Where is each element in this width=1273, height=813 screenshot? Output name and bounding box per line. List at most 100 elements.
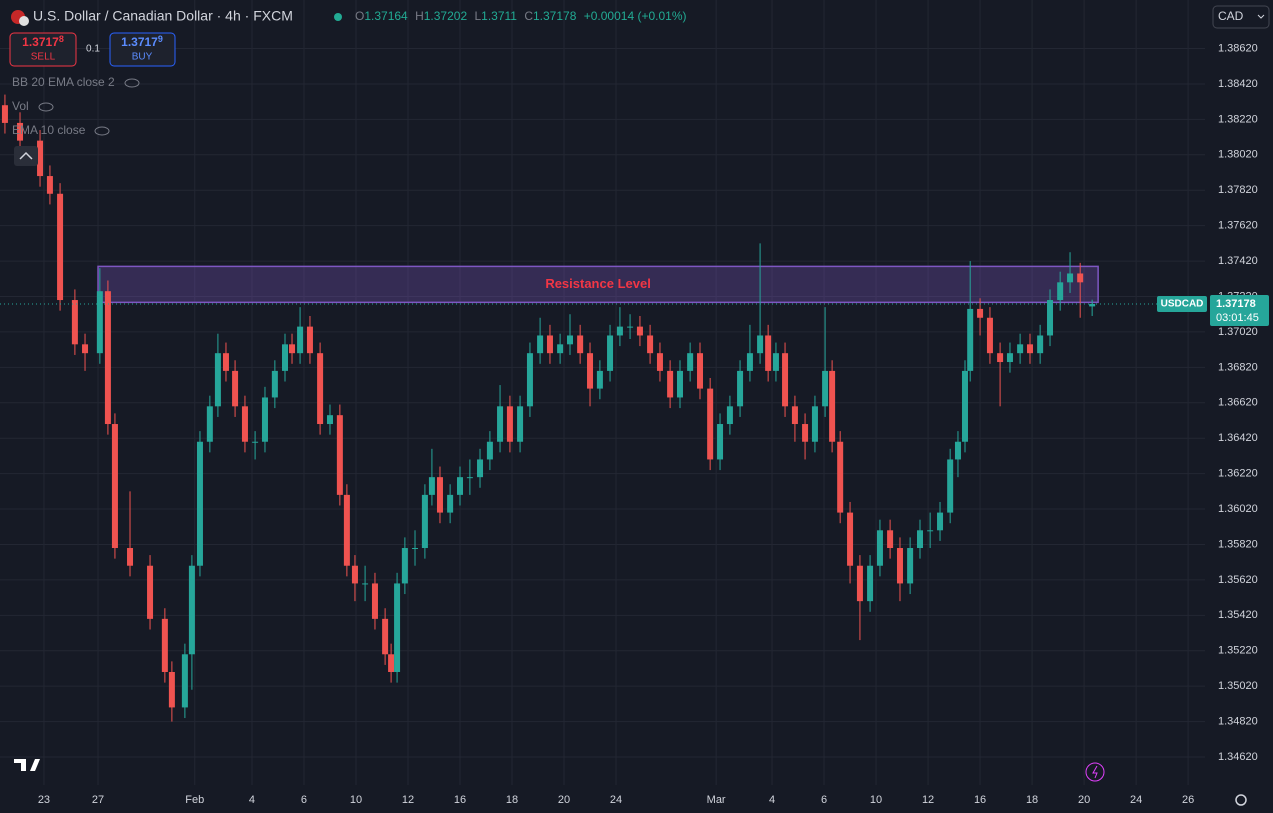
candle-body — [537, 335, 544, 354]
x-tick-label: Feb — [185, 794, 204, 806]
time-axis — [0, 785, 1273, 813]
countdown: 03:01:45 — [1216, 312, 1259, 324]
alert-icon[interactable] — [1085, 762, 1105, 782]
y-tick-label: 1.38220 — [1218, 113, 1258, 125]
y-tick-label: 1.35620 — [1218, 574, 1258, 586]
y-tick-label: 1.36620 — [1218, 397, 1258, 409]
symbol-label: USDCAD — [1161, 299, 1204, 310]
hide-icon[interactable] — [94, 126, 110, 136]
candle-body — [232, 370, 239, 407]
candle-body — [726, 406, 733, 425]
candle-body — [382, 618, 389, 655]
dropdown-icon — [1257, 14, 1265, 19]
indicator-label[interactable]: EMA 10 close — [12, 123, 86, 137]
candle-body — [876, 530, 883, 566]
candle-body — [1037, 335, 1044, 354]
candle-body — [1, 105, 8, 123]
candle-body — [847, 512, 854, 566]
ohlc-letter: L — [474, 9, 481, 23]
candle-body — [466, 477, 473, 479]
candle-body — [168, 671, 175, 708]
x-tick-label: 16 — [974, 794, 986, 806]
candle-body — [986, 317, 993, 354]
buy-button[interactable] — [109, 32, 176, 67]
y-tick-label: 1.34820 — [1218, 715, 1258, 727]
ohlc-value: 1.37202 — [424, 9, 468, 23]
spread: 0.1 — [86, 44, 100, 55]
buy-price: 1.37179 — [121, 34, 163, 49]
x-tick-label: 24 — [1130, 794, 1142, 806]
candle-body — [1057, 282, 1064, 301]
candle-body — [388, 654, 395, 672]
candle-body — [697, 353, 704, 389]
y-tick-label: 1.35420 — [1218, 609, 1258, 621]
x-tick-label: 20 — [558, 794, 570, 806]
candle-body — [1067, 273, 1074, 283]
candle-body — [526, 353, 533, 407]
candle-body — [252, 441, 259, 443]
candle-body — [188, 565, 195, 655]
hide-icon[interactable] — [38, 102, 54, 112]
y-tick-label: 1.37820 — [1218, 184, 1258, 196]
collapse-button[interactable] — [14, 146, 38, 166]
candle-body — [676, 370, 683, 398]
y-tick-label: 1.36020 — [1218, 503, 1258, 515]
y-tick-label: 1.37020 — [1218, 326, 1258, 338]
indicator-label[interactable]: BB 20 EMA close 2 — [12, 75, 115, 89]
candle-body — [829, 370, 836, 442]
flag-icon — [19, 16, 29, 26]
candle-body — [161, 618, 168, 672]
ohlc-change: +0.00014 (+0.01%) — [584, 9, 687, 23]
x-tick-label: 18 — [1026, 794, 1038, 806]
candle-body — [837, 441, 844, 513]
candle-body — [486, 441, 493, 460]
candle-body — [371, 583, 378, 619]
settings-icon[interactable] — [1235, 794, 1247, 806]
candle-body — [997, 353, 1004, 363]
y-tick-label: 1.38620 — [1218, 42, 1258, 54]
x-tick-label: 23 — [38, 794, 50, 806]
candle-body — [772, 353, 779, 371]
candle-body — [867, 565, 874, 602]
candle-body — [214, 353, 221, 407]
ohlc-letter: H — [415, 9, 424, 23]
candle-body — [37, 140, 44, 177]
x-tick-label: 6 — [821, 794, 827, 806]
ohlc-letter: C — [524, 9, 533, 23]
candle-body — [607, 335, 614, 371]
candle-body — [596, 370, 603, 389]
indicator-label[interactable]: Vol — [12, 99, 29, 113]
candle-body — [896, 548, 903, 584]
candle-body — [147, 565, 154, 619]
ohlc-value: 1.37164 — [364, 9, 408, 23]
sell-price: 1.37178 — [22, 34, 64, 49]
candle-body — [557, 344, 564, 354]
candle-body — [401, 548, 408, 584]
candle-body — [627, 326, 634, 328]
candle-body — [907, 548, 914, 584]
candle-body — [436, 477, 443, 513]
candle-body — [687, 353, 694, 371]
candle-body — [636, 326, 643, 336]
candle-body — [104, 291, 111, 425]
candle-body — [196, 441, 203, 566]
sell-button[interactable] — [9, 32, 77, 67]
status-dot — [334, 13, 342, 21]
candle-body — [546, 335, 553, 354]
candle-body — [667, 370, 674, 398]
x-tick-label: 12 — [402, 794, 414, 806]
y-tick-label: 1.38020 — [1218, 149, 1258, 161]
candle-body — [977, 308, 984, 318]
candle-body — [802, 424, 809, 442]
y-tick-label: 1.36220 — [1218, 468, 1258, 480]
candle-body — [289, 344, 296, 354]
hide-icon[interactable] — [124, 78, 140, 88]
currency-selector[interactable] — [1212, 5, 1270, 29]
ohlc-row: O1.37164 H1.37202 L1.3711 C1.37178 +0.00… — [355, 9, 686, 23]
buy-pip: 9 — [158, 34, 163, 44]
candle-body — [326, 415, 333, 425]
x-tick-label: 6 — [301, 794, 307, 806]
candle-body — [656, 353, 663, 371]
